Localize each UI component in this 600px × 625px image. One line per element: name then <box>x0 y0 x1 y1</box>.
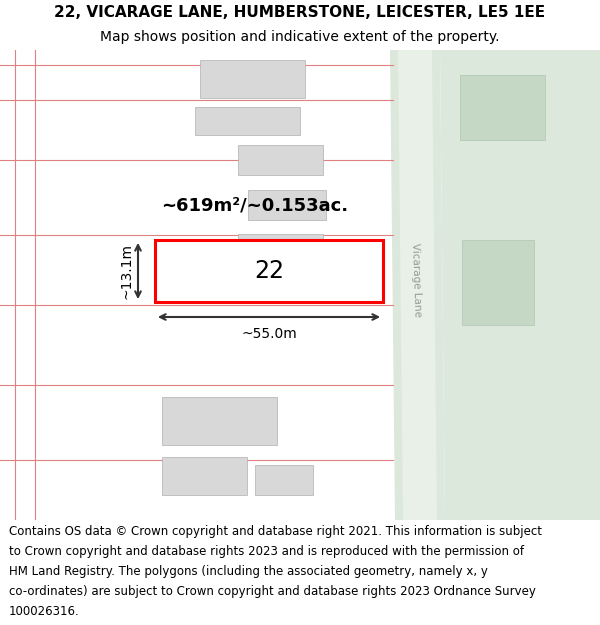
Text: ~619m²/~0.153ac.: ~619m²/~0.153ac. <box>161 197 349 215</box>
Bar <box>238 145 323 175</box>
Bar <box>248 250 333 292</box>
Text: Contains OS data © Crown copyright and database right 2021. This information is : Contains OS data © Crown copyright and d… <box>9 525 542 538</box>
Polygon shape <box>390 50 445 520</box>
Bar <box>248 190 326 220</box>
Bar <box>200 60 305 98</box>
Bar <box>238 234 323 262</box>
Text: to Crown copyright and database rights 2023 and is reproduced with the permissio: to Crown copyright and database rights 2… <box>9 545 524 558</box>
Polygon shape <box>440 50 600 520</box>
Bar <box>162 397 277 445</box>
Text: 100026316.: 100026316. <box>9 605 80 618</box>
Text: Vicarage Lane: Vicarage Lane <box>410 242 422 318</box>
Bar <box>155 240 383 302</box>
Bar <box>460 75 545 140</box>
Bar <box>162 457 247 495</box>
Text: Map shows position and indicative extent of the property.: Map shows position and indicative extent… <box>100 31 500 44</box>
Bar <box>462 240 534 325</box>
Text: co-ordinates) are subject to Crown copyright and database rights 2023 Ordnance S: co-ordinates) are subject to Crown copyr… <box>9 585 536 598</box>
Text: 22: 22 <box>254 259 284 283</box>
Text: 22, VICARAGE LANE, HUMBERSTONE, LEICESTER, LE5 1EE: 22, VICARAGE LANE, HUMBERSTONE, LEICESTE… <box>55 5 545 20</box>
Bar <box>195 107 300 135</box>
Polygon shape <box>398 50 437 520</box>
Text: ~13.1m: ~13.1m <box>120 243 134 299</box>
Text: ~55.0m: ~55.0m <box>241 327 297 341</box>
Text: HM Land Registry. The polygons (including the associated geometry, namely x, y: HM Land Registry. The polygons (includin… <box>9 565 488 578</box>
Bar <box>255 465 313 495</box>
